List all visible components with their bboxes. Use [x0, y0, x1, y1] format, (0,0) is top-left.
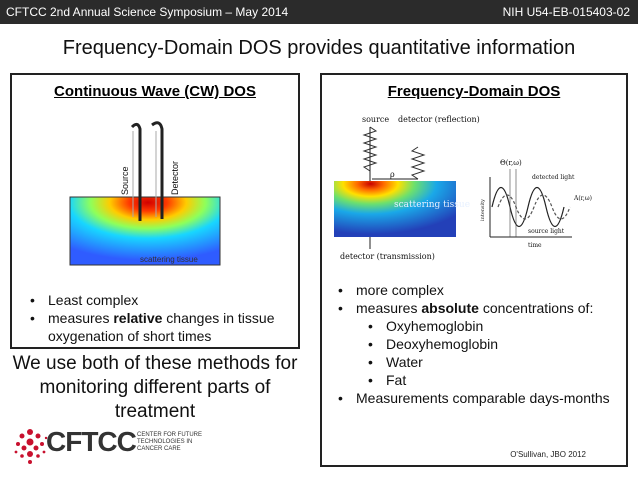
- cw-bullet-list: Least complex measures relative changes …: [30, 291, 296, 345]
- reflection-wave: [410, 146, 426, 180]
- logo-text: CFTCC: [46, 426, 137, 457]
- detected-light-label: detected light: [532, 174, 575, 181]
- tissue-block: [69, 196, 221, 266]
- tissue-block: [334, 181, 456, 237]
- detector-label: Detector: [170, 161, 180, 195]
- amplitude-label: A(r,ω): [573, 195, 592, 202]
- list-item: Oxyhemoglobin: [368, 317, 618, 335]
- detector-transmission-label: detector (transmission): [340, 252, 435, 261]
- list-item: more complex: [338, 281, 618, 299]
- list-item: Fat: [368, 371, 618, 389]
- modulation-plot: Θ(r,ω) detected light A(r,ω) source ligh…: [480, 159, 592, 249]
- slide-title: Frequency-Domain DOS provides quantitati…: [62, 37, 576, 59]
- list-item: measures absolute concentrations of:: [338, 299, 618, 317]
- source-label: source: [362, 115, 389, 124]
- cw-dos-heading: Continuous Wave (CW) DOS: [54, 83, 256, 100]
- logo-subtitle: CENTER FOR FUTURE TECHNOLOGIES IN CANCER…: [137, 432, 202, 452]
- detector-reflection-label: detector (reflection): [398, 115, 480, 124]
- list-item: Water: [368, 353, 618, 371]
- intensity-axis-label: intensity: [480, 199, 486, 221]
- tissue-label: scattering tissue: [394, 200, 470, 210]
- cw-dos-diagram: Source Detector scattering tissue: [69, 121, 221, 266]
- list-item: Deoxyhemoglobin: [368, 335, 618, 353]
- source-label: Source: [120, 166, 130, 195]
- list-item: measures relative changes in tissue oxyg…: [30, 309, 296, 345]
- fd-dos-panel: Frequency-Domain DOS source detector (re…: [320, 73, 628, 467]
- tissue-label: scattering tissue: [140, 255, 198, 264]
- time-axis-label: time: [528, 242, 542, 249]
- citation: O'Sullivan, JBO 2012: [510, 450, 586, 459]
- fd-dos-diagram: source detector (reflection) ρ scatterin…: [334, 115, 592, 261]
- list-item: Measurements comparable days-months: [338, 389, 618, 407]
- header-left-text: CFTCC 2nd Annual Science Symposium – May…: [6, 5, 289, 19]
- theta-label: Θ(r,ω): [500, 159, 522, 167]
- methods-note: We use both of these methods for monitor…: [12, 353, 298, 422]
- source-light-curve: [491, 186, 565, 228]
- header-right-text: NIH U54-EB-015403-02: [502, 5, 630, 19]
- source-fiber: [130, 122, 142, 221]
- detected-light-curve: [497, 194, 571, 220]
- list-item: Least complex: [30, 291, 296, 309]
- detector-fiber: [151, 121, 164, 219]
- rho-label: ρ: [390, 170, 395, 179]
- fd-dos-heading: Frequency-Domain DOS: [387, 83, 561, 100]
- fd-bullet-list: more complex measures absolute concentra…: [338, 281, 618, 407]
- header-bar: CFTCC 2nd Annual Science Symposium – May…: [0, 0, 638, 24]
- cftcc-logo-icon: [14, 429, 48, 464]
- cw-dos-panel: Continuous Wave (CW) DOS Source Detector…: [10, 73, 300, 349]
- source-light-label: source light: [528, 228, 565, 235]
